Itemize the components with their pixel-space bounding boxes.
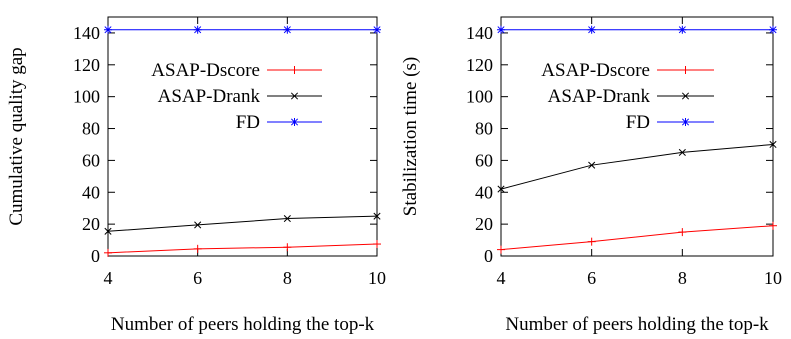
data-point <box>104 25 112 34</box>
data-point <box>769 140 777 149</box>
legend-label: ASAP-Drank <box>158 86 261 107</box>
chart-stabilization-time: 0 20 40 60 80 100 120 140 4 6 8 10 Number of peers h… <box>400 16 782 335</box>
data-point <box>497 185 505 193</box>
data-point <box>678 148 686 156</box>
legend-marker <box>290 92 299 100</box>
x-tick-label: 4 <box>104 268 113 288</box>
legend-entry: ASAP-Dscore <box>541 60 714 81</box>
data-point <box>587 237 596 246</box>
series-asap-drank <box>104 212 381 235</box>
data-point <box>283 243 292 252</box>
x-tick-label: 10 <box>764 268 782 288</box>
legend-label: ASAP-Dscore <box>541 60 650 81</box>
legend-marker <box>681 92 690 100</box>
data-point <box>769 221 777 230</box>
plot-frame <box>500 16 774 257</box>
legend-label: ASAP-Drank <box>548 86 651 107</box>
y-tick-label: 100 <box>466 87 493 107</box>
data-point <box>678 228 687 237</box>
data-point <box>373 212 381 220</box>
y-tick-label: 0 <box>484 246 493 266</box>
series-asap-dscore <box>497 221 777 254</box>
x-tick-label: 10 <box>368 268 386 288</box>
series-line <box>500 143 774 190</box>
chart-cumulative-quality-gap: 0 20 40 60 80 100 120 140 4 6 8 10 Number of peers h… <box>6 16 386 335</box>
series-fd <box>104 25 381 34</box>
series-line <box>500 225 774 251</box>
data-point <box>373 25 381 34</box>
series-asap-drank <box>497 140 777 193</box>
y-tick-label: 80 <box>82 119 100 139</box>
y-axis-label: Cumulative quality gap <box>6 47 27 225</box>
legend-marker <box>681 66 690 74</box>
x-tick-label: 4 <box>497 268 506 288</box>
data-point <box>283 25 292 34</box>
legend-label: FD <box>626 112 650 133</box>
data-point <box>497 25 505 34</box>
x-tick-label: 8 <box>678 268 687 288</box>
y-tick-label: 140 <box>466 23 493 43</box>
data-point <box>283 215 291 223</box>
legend-label: ASAP-Dscore <box>151 60 260 81</box>
x-axis-label: Number of peers holding the top-k <box>111 314 375 335</box>
data-point <box>104 227 112 235</box>
x-tick-label: 6 <box>193 268 202 288</box>
series-line <box>107 243 378 254</box>
data-point <box>497 245 505 254</box>
y-tick-label: 40 <box>82 182 100 202</box>
y-tick-label: 80 <box>475 119 493 139</box>
y-tick-label: 40 <box>475 182 493 202</box>
y-tick-label: 100 <box>73 87 100 107</box>
data-point <box>193 25 202 34</box>
y-tick-label: 20 <box>475 214 493 234</box>
y-tick-label: 120 <box>73 55 100 75</box>
x-tick-label: 8 <box>283 268 292 288</box>
data-point <box>194 221 202 229</box>
series-line <box>107 215 378 232</box>
legend-marker <box>681 118 690 126</box>
data-point <box>678 25 687 34</box>
legend-marker <box>290 118 299 126</box>
y-tick-label: 60 <box>475 150 493 170</box>
data-point <box>587 25 596 34</box>
y-tick-label: 0 <box>91 246 100 266</box>
plot-frame <box>107 16 378 257</box>
series-asap-dscore <box>104 240 381 257</box>
legend-label: FD <box>236 112 260 133</box>
y-tick-label: 60 <box>82 150 100 170</box>
x-axis-label: Number of peers holding the top-k <box>505 314 769 335</box>
legend-entry: ASAP-Drank <box>548 86 714 107</box>
legend-entry: FD <box>236 112 322 133</box>
y-tick-label: 20 <box>82 214 100 234</box>
y-tick-label: 140 <box>73 23 100 43</box>
legend-entry: FD <box>626 112 714 133</box>
data-point <box>769 25 777 34</box>
legend-marker <box>290 66 299 74</box>
legend-entry: ASAP-Drank <box>158 86 322 107</box>
data-point <box>104 248 112 257</box>
y-tick-label: 120 <box>466 55 493 75</box>
data-point <box>588 161 596 169</box>
x-tick-label: 6 <box>587 268 596 288</box>
series-fd <box>497 25 777 34</box>
data-point <box>373 240 381 249</box>
data-point <box>193 244 202 253</box>
y-axis-label: Stabilization time (s) <box>400 57 421 216</box>
legend-entry: ASAP-Dscore <box>151 60 322 81</box>
